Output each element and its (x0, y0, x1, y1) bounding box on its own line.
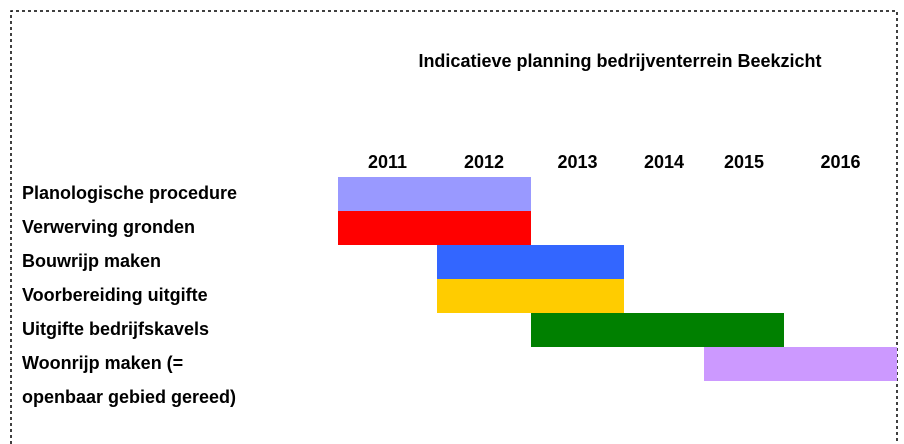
task-label: Uitgifte bedrijfskavels (22, 319, 209, 339)
task-bar (338, 211, 531, 245)
task-label: Voorbereiding uitgifte (22, 285, 208, 305)
task-bar (338, 177, 531, 211)
chart-title: Indicatieve planning bedrijventerrein Be… (418, 51, 821, 71)
task-bar (704, 347, 897, 381)
x-tick-label: 2014 (644, 152, 684, 172)
task-label: Woonrijp maken (= (22, 353, 183, 373)
x-tick-label: 2013 (557, 152, 597, 172)
x-tick-label: 2011 (368, 152, 407, 172)
frame (10, 10, 898, 444)
task-label: Verwerving gronden (22, 217, 195, 237)
task-bar (437, 279, 624, 313)
task-bar (531, 313, 784, 347)
task-label: Planologische procedure (22, 183, 237, 203)
task-bar (437, 245, 624, 279)
task-label: Bouwrijp maken (22, 251, 161, 271)
task-label: openbaar gebied gereed) (22, 387, 236, 407)
x-tick-label: 2016 (820, 152, 860, 172)
x-tick-label: 2012 (464, 152, 504, 172)
x-tick-label: 2015 (724, 152, 764, 172)
